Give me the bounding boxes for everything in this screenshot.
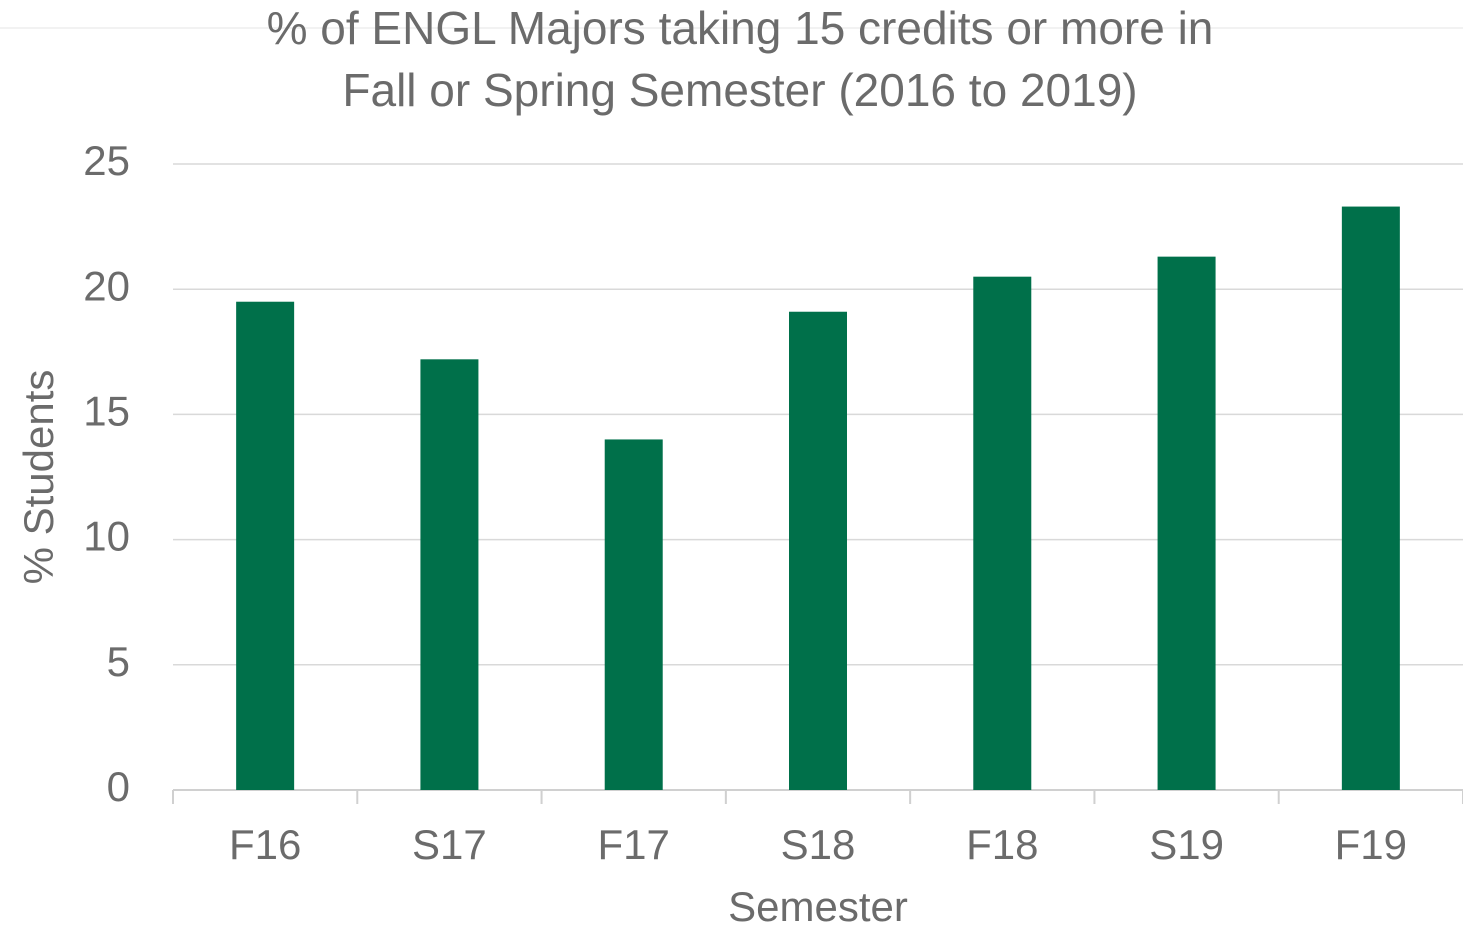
chart-title: Fall or Spring Semester (2016 to 2019) — [342, 64, 1137, 116]
x-tick-label: S18 — [781, 821, 856, 868]
y-tick-label: 10 — [83, 513, 130, 560]
y-axis-label: % Students — [15, 370, 62, 585]
y-tick-label: 20 — [83, 262, 130, 309]
x-tick-label: F16 — [229, 821, 301, 868]
chart-title: % of ENGL Majors taking 15 credits or mo… — [267, 2, 1214, 54]
bar — [789, 311, 847, 790]
x-tick-label: F19 — [1335, 821, 1407, 868]
x-tick-label: S19 — [1149, 821, 1224, 868]
y-tick-label: 25 — [83, 137, 130, 184]
bar — [1341, 206, 1400, 790]
x-tick-label: S17 — [412, 821, 487, 868]
y-tick-label: 0 — [107, 763, 130, 810]
x-tick-label: F17 — [598, 821, 670, 868]
bar — [420, 359, 479, 790]
y-tick-label: 15 — [83, 387, 130, 434]
bar — [1157, 256, 1216, 790]
y-tick-label: 5 — [107, 638, 130, 685]
bar — [973, 276, 1032, 790]
x-axis-label: Semester — [728, 883, 908, 930]
bar — [604, 439, 663, 790]
x-tick-label: F18 — [966, 821, 1038, 868]
bar — [236, 301, 295, 790]
